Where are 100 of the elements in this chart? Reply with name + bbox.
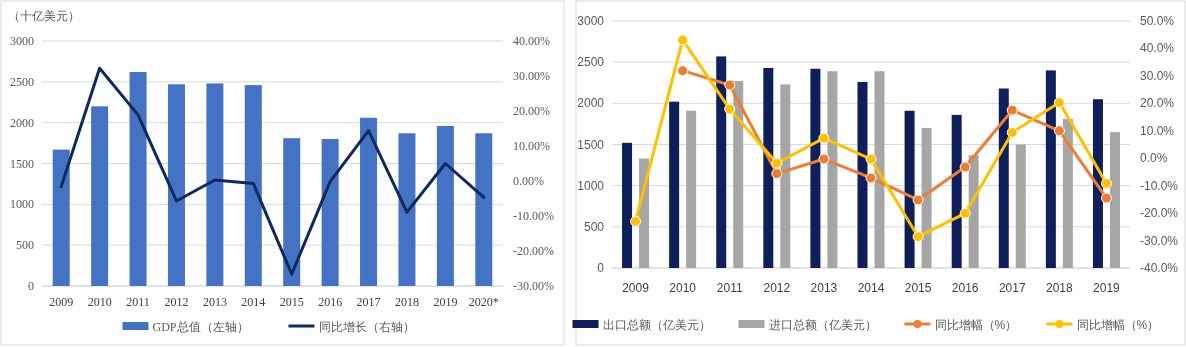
x-tick-label: 2011 (126, 295, 150, 309)
y2-tick-label: 20.0% (1140, 96, 1175, 111)
bar (398, 133, 416, 286)
y2-tick-label: -40.0% (1140, 261, 1179, 275)
y2-tick-label: 10.00% (513, 139, 550, 153)
point (959, 207, 971, 219)
bar (283, 138, 301, 286)
y-tick-label: 0 (28, 279, 34, 293)
point (677, 34, 689, 46)
y-tick-label: 1500 (10, 156, 34, 171)
bar (167, 84, 185, 286)
y-tick-label: 500 (583, 219, 605, 234)
point (818, 153, 830, 165)
y-tick-label: 2500 (10, 74, 34, 89)
bar (827, 71, 838, 268)
y2-tick-label: 30.00% (513, 69, 550, 83)
y2-tick-label: 20.00% (513, 104, 550, 118)
x-tick-label: 2017 (998, 281, 1026, 295)
point (865, 172, 877, 184)
bar (921, 128, 932, 268)
y-tick-label: 2500 (577, 55, 605, 70)
bar (874, 71, 885, 268)
bar (904, 110, 915, 268)
bar (206, 83, 224, 286)
y2-tick-label: 10.0% (1140, 123, 1175, 138)
x-tick-label: 2016 (318, 295, 343, 309)
point (677, 65, 689, 77)
bar (360, 117, 378, 286)
legend-label: 出口总额（亿美元） (602, 318, 711, 332)
x-tick-label: 2010 (87, 295, 112, 309)
point (959, 161, 971, 173)
y-tick-label: 1500 (577, 137, 605, 152)
bar (951, 114, 962, 268)
x-tick-label: 2019 (1093, 281, 1121, 295)
x-tick-label: 2016 (951, 281, 979, 295)
y2-tick-label: 0.00% (513, 174, 544, 188)
point (630, 215, 642, 227)
point (1053, 97, 1065, 109)
bar (716, 56, 727, 268)
point (865, 153, 877, 165)
y2-tick-label: 40.0% (1140, 41, 1175, 56)
bar (1045, 70, 1056, 268)
y2-tick-label: -20.0% (1140, 206, 1179, 221)
y-tick-label: 2000 (577, 96, 605, 111)
y-tick-label: 2000 (10, 115, 34, 130)
y2-tick-label: 50.0% (1140, 14, 1175, 28)
bar (810, 68, 821, 268)
y2-tick-label: -10.0% (1140, 178, 1179, 193)
x-tick-label: 2017 (356, 295, 381, 309)
x-tick-label: 2012 (164, 295, 189, 309)
point (1100, 177, 1112, 189)
bar (244, 85, 262, 286)
bar (998, 88, 1009, 268)
x-tick-label: 2020* (468, 295, 499, 309)
y2-tick-label: 0.0% (1140, 151, 1168, 166)
point (1100, 192, 1112, 204)
point (1006, 104, 1018, 116)
point (912, 231, 924, 243)
y2-tick-label: -10.00% (513, 209, 554, 223)
legend-label: GDP总值（左轴） (152, 320, 249, 334)
point (818, 132, 830, 144)
bar (622, 142, 633, 268)
x-tick-label: 2011 (716, 281, 743, 295)
y-tick-label: 1000 (577, 178, 605, 193)
bar (669, 101, 680, 268)
bar (857, 81, 868, 268)
x-tick-label: 2015 (279, 295, 304, 309)
bar (475, 133, 493, 286)
x-tick-label: 2014 (241, 295, 266, 309)
bar (780, 84, 791, 268)
x-tick-label: 2018 (394, 295, 419, 309)
line-series (59, 66, 486, 276)
y2-tick-label: -30.00% (513, 279, 554, 293)
x-tick-label: 2012 (763, 281, 791, 295)
y-tick-label: 0 (597, 261, 605, 275)
x-tick-label: 2013 (202, 295, 227, 309)
x-tick-label: 2009 (622, 281, 650, 295)
point (1053, 125, 1065, 137)
legend-label: 同比增长（右轴） (318, 320, 415, 334)
legend-label: 同比增幅（%） (1076, 318, 1160, 332)
x-tick-label: 2010 (669, 281, 697, 295)
bar (686, 110, 697, 268)
point (771, 157, 783, 169)
x-tick-label: 2013 (810, 281, 838, 295)
legend-label: 进口总额（亿美元） (768, 318, 877, 332)
x-tick-label: 2015 (904, 281, 932, 295)
y-tick-label: 3000 (10, 34, 34, 48)
y2-tick-label: -20.00% (513, 244, 554, 258)
bar (763, 67, 774, 268)
point (1006, 126, 1018, 138)
bar (1015, 144, 1026, 268)
bar (1062, 118, 1073, 268)
legend-label: 同比增幅（%） (934, 318, 1018, 332)
y2-tick-label: 30.0% (1140, 68, 1175, 83)
point (724, 79, 736, 91)
bar (321, 139, 339, 286)
x-tick-label: 2009 (49, 295, 74, 309)
y-axis-title: （十亿美元） (8, 9, 80, 23)
bar (91, 106, 109, 286)
x-tick-label: 2019 (433, 295, 458, 309)
